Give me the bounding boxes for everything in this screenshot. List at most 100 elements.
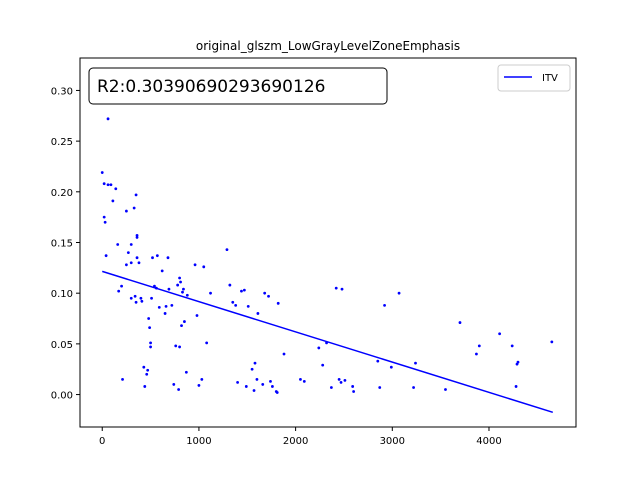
data-point <box>209 291 212 295</box>
data-point <box>195 314 199 317</box>
data-point <box>275 391 279 394</box>
data-point <box>334 286 338 290</box>
data-point <box>163 312 167 315</box>
y-tick-label: 0.10 <box>51 289 73 300</box>
data-point <box>475 352 478 356</box>
data-point <box>339 380 343 384</box>
data-point <box>197 384 201 387</box>
data-point <box>299 377 302 381</box>
data-point <box>256 312 260 315</box>
data-point <box>269 379 272 383</box>
data-point <box>170 303 174 307</box>
data-point <box>132 206 136 210</box>
data-point <box>184 370 188 374</box>
data-point <box>129 261 133 265</box>
data-point <box>133 294 137 298</box>
data-point <box>234 303 238 307</box>
data-points <box>100 117 554 394</box>
data-point <box>147 317 151 320</box>
data-point <box>106 183 110 187</box>
data-point <box>337 377 341 381</box>
data-point <box>225 248 229 251</box>
data-point <box>160 269 164 273</box>
data-point <box>143 385 147 388</box>
data-point <box>477 344 481 348</box>
data-point <box>126 251 130 255</box>
data-point <box>114 187 118 191</box>
data-point <box>139 296 143 300</box>
data-point <box>236 380 239 384</box>
data-point <box>137 261 141 265</box>
legend: ITV <box>497 64 571 92</box>
data-point <box>120 284 123 288</box>
data-point <box>181 290 184 294</box>
data-point <box>149 341 152 345</box>
data-point <box>261 383 265 386</box>
data-point <box>166 256 170 260</box>
data-point <box>129 296 133 300</box>
data-point <box>125 263 128 267</box>
data-point <box>183 320 186 323</box>
y-tick-label: 0.30 <box>51 86 73 97</box>
data-point <box>263 291 267 295</box>
data-point <box>106 117 110 121</box>
data-point <box>140 299 144 303</box>
data-point <box>111 199 115 203</box>
data-point <box>193 263 197 267</box>
data-point <box>240 289 243 293</box>
plot-frame <box>79 57 577 428</box>
data-point <box>458 321 462 324</box>
data-point <box>185 293 189 297</box>
data-point <box>200 377 204 381</box>
data-point <box>282 352 286 356</box>
data-point <box>125 209 128 213</box>
data-point <box>134 193 138 197</box>
data-point <box>150 296 153 300</box>
data-point <box>100 171 104 174</box>
data-point <box>246 304 250 308</box>
data-point <box>267 294 270 298</box>
data-point <box>202 265 206 269</box>
data-point <box>178 276 181 280</box>
data-point <box>151 256 154 260</box>
data-point <box>376 359 380 363</box>
data-point <box>205 341 209 345</box>
data-point <box>129 243 133 246</box>
x-tick-label: 1000 <box>186 436 211 447</box>
y-tick-label: 0.00 <box>51 391 73 402</box>
data-point <box>148 326 152 330</box>
data-point <box>250 367 254 371</box>
data-point <box>317 346 321 350</box>
data-point <box>340 287 344 291</box>
data-point <box>329 386 333 389</box>
data-point <box>135 256 139 260</box>
data-point <box>351 385 355 388</box>
data-point <box>255 377 259 381</box>
r2-annotation-text: R2:0.30390690293690126 <box>97 77 325 97</box>
data-point <box>104 254 108 258</box>
data-point <box>302 379 306 383</box>
data-point <box>167 287 171 291</box>
legend-box <box>497 64 571 92</box>
data-point <box>343 378 347 382</box>
regression-line-group <box>102 270 554 414</box>
data-point <box>102 182 106 186</box>
data-point <box>116 243 120 246</box>
data-point <box>182 287 185 291</box>
data-point <box>244 385 248 388</box>
data-point <box>414 361 417 365</box>
data-point <box>103 220 107 224</box>
data-point <box>180 324 183 328</box>
data-point <box>389 365 393 369</box>
data-point <box>121 377 124 381</box>
data-point <box>514 385 518 388</box>
r2-annotation: R2:0.30390690293690126 <box>88 67 388 105</box>
data-point <box>177 388 181 391</box>
y-tick-label: 0.25 <box>51 137 73 148</box>
data-point <box>179 280 182 284</box>
data-point <box>498 332 502 336</box>
data-point <box>142 365 146 369</box>
x-tick-label: 2000 <box>283 436 308 447</box>
r2-annotation-box <box>88 67 388 105</box>
